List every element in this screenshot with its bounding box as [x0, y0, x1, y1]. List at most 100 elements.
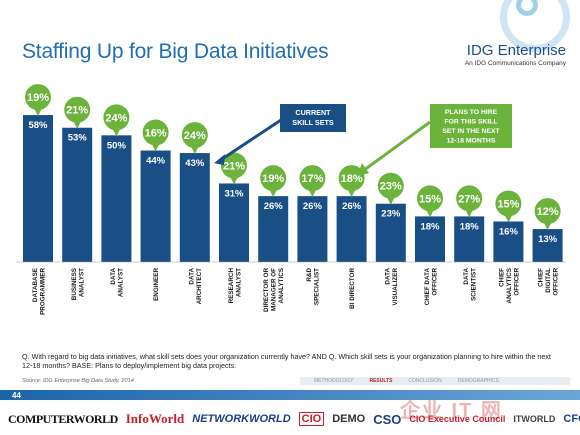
bar	[297, 196, 328, 262]
category-label-group: CHIEF DATA OFFICER	[424, 268, 439, 306]
page-title: Staffing Up for Big Data Initiatives	[22, 40, 329, 63]
logo-itworld: ITWORLD	[513, 414, 556, 424]
logo-cio-executive-council: CIO Executive Council	[409, 414, 506, 424]
hire-bubble	[534, 198, 561, 225]
nav-item-demographics[interactable]: DEMOGRAPHICS	[457, 378, 499, 384]
hire-value-label: 17%	[301, 173, 323, 185]
bubble-pointer	[73, 120, 82, 129]
bar	[415, 216, 445, 262]
category-label: ANALYST	[235, 268, 242, 297]
hire-value-label: 23%	[380, 181, 402, 193]
bubble-pointer	[230, 176, 238, 185]
category-label-group: BI DIRECTOR	[349, 268, 356, 309]
bubble-pointer	[151, 143, 160, 152]
category-label: BUSINESS	[71, 268, 78, 300]
category-label-group: DATABASE PROGRAMMER	[32, 268, 47, 315]
hire-bubble	[25, 84, 51, 111]
category-label: DATA	[385, 268, 392, 285]
bar-value-label: 26%	[342, 201, 362, 212]
brand-block: IDG Enterprise An IDG Communications Com…	[465, 42, 566, 67]
bar-value-label: 26%	[303, 201, 323, 212]
page-number: 44	[12, 391, 21, 400]
logo-cso: CSO	[373, 411, 402, 427]
bubble-pointer	[347, 189, 356, 198]
category-label: SPECIALIST	[314, 268, 321, 305]
category-label: CHIEF DATA	[424, 268, 431, 306]
callout-hire-line: SET IN THE NEXT	[442, 128, 500, 135]
bubble-pointer	[34, 108, 42, 117]
logo-strip: COMPUTERWORLD InfoWorld NETWORKWORLD CIO…	[0, 403, 580, 435]
callout-current	[280, 104, 346, 132]
bubble-pointer	[426, 209, 434, 218]
callout-arrowhead-current	[214, 154, 225, 166]
decorative-ring	[500, 0, 570, 52]
hire-bubble	[495, 190, 522, 217]
callout-hire-line: FOR THIS SKILL	[444, 119, 497, 126]
bar	[140, 150, 171, 262]
bar	[375, 203, 406, 262]
bar-value-label: 23%	[381, 209, 401, 220]
category-label: DATABASE	[32, 268, 39, 302]
bar-value-label: 31%	[224, 188, 244, 199]
bubble-pointer	[386, 196, 395, 205]
category-label: DATA	[189, 268, 196, 285]
hire-bubble	[64, 96, 91, 123]
callout-current-line2: SKILL SETS	[292, 118, 334, 127]
callout-hire-line: 12-18 MONTHS	[447, 138, 496, 145]
category-label: CHIEF	[498, 268, 505, 287]
category-label-group: DATA ANALYST	[110, 268, 125, 298]
hire-value-label: 18%	[341, 173, 363, 185]
bar-value-label: 18%	[420, 221, 440, 232]
hire-bubble	[260, 165, 287, 192]
bar-value-label: 26%	[264, 201, 284, 212]
category-label: VISUALIZER	[392, 268, 399, 306]
hire-bubble	[181, 122, 208, 149]
hire-bubble	[338, 165, 365, 192]
nav-item-results[interactable]: RESULTS	[369, 378, 393, 384]
logo-infoworld: InfoWorld	[125, 411, 185, 426]
hire-bubble	[299, 165, 326, 192]
logo-computerworld: COMPUTERWORLD	[8, 411, 118, 426]
category-label-group: CHIEF ANALYTICS OFFICER	[498, 268, 520, 304]
category-label: PROGRAMMER	[39, 268, 46, 315]
category-label: ANALYTICS	[506, 268, 513, 303]
section-nav: METHODOLOGY RESULTS CONCLUSION DEMOGRAPH…	[300, 377, 570, 385]
bar	[532, 229, 563, 262]
category-label-group: DATA SCIENTIST	[463, 268, 478, 301]
category-label: OFFICER	[431, 268, 438, 296]
category-label-group: BUSINESS ANALYST	[71, 268, 86, 300]
category-label: OFFICER	[513, 268, 520, 296]
hire-bubble	[103, 104, 130, 131]
category-label-group: DIRECTOR OR MANAGER OF ANALYTICS	[263, 268, 285, 312]
nav-item-methodology[interactable]: METHODOLOGY	[314, 378, 354, 384]
callout-arrow-current	[221, 116, 285, 161]
callout-hire-line: PLANS TO HIRE	[445, 109, 498, 116]
bar	[493, 221, 524, 262]
callout-arrowhead-hire	[357, 163, 369, 177]
category-label: ENGINEER	[153, 268, 160, 301]
category-label: ARCHITECT	[196, 268, 203, 305]
decorative-ring-small	[516, 0, 538, 16]
category-label: R&D	[306, 268, 313, 282]
bar	[62, 127, 93, 262]
category-label: DATA	[463, 268, 470, 285]
bubble-pointer	[543, 222, 552, 231]
bubble-pointer	[269, 189, 278, 198]
callout-arrow-hire	[363, 120, 431, 172]
nav-item-conclusion[interactable]: CONCLUSION	[408, 378, 442, 384]
category-label: DIRECTOR OR	[263, 268, 270, 312]
bar	[454, 216, 485, 262]
bubble-pointer	[465, 209, 474, 218]
hire-value-label: 21%	[66, 105, 88, 117]
bubble-pointer	[190, 146, 199, 155]
brand-subtitle: An IDG Communications Company	[464, 60, 566, 67]
bar-value-label: 44%	[146, 156, 166, 167]
logo-cio: CIO	[298, 412, 325, 426]
bar-value-label: 58%	[28, 120, 48, 131]
logo-demo: DEMO	[332, 413, 366, 425]
brand-name: IDG Enterprise	[466, 42, 566, 59]
bar	[258, 196, 289, 262]
category-label: MANAGER OF	[271, 268, 278, 311]
footer-bar	[0, 390, 580, 400]
